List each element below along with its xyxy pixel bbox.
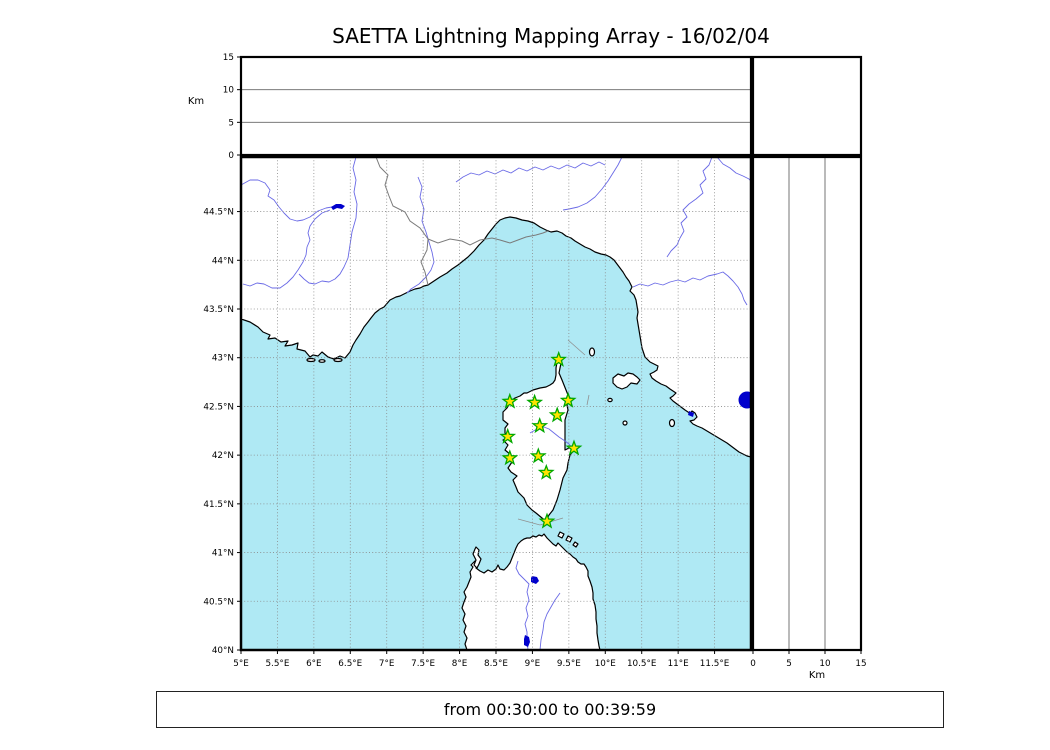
station-marker: [559, 391, 577, 408]
station-marker: [501, 392, 519, 409]
altitude-tick-label: 10: [223, 86, 235, 96]
altitude-tick-label: 5: [786, 659, 792, 669]
river: [666, 157, 713, 258]
lat-tick-label: 43°N: [212, 354, 234, 364]
river: [455, 161, 606, 183]
lon-tick-label: 7.5°E: [411, 659, 435, 669]
altitude-axis-unit-left: Km: [188, 96, 204, 107]
lon-tick-label: 5.5°E: [265, 659, 289, 669]
station-marker: [529, 447, 547, 464]
altitude-tick-label: 0: [228, 151, 234, 161]
maddalena-islands: [557, 531, 579, 548]
lat-tick-label: 43.5°N: [203, 305, 234, 315]
river: [406, 176, 435, 294]
lon-tick-label: 9°E: [525, 659, 541, 669]
lat-tick-label: 42.5°N: [203, 402, 234, 412]
route-line: [517, 517, 564, 526]
border-branch: [427, 230, 549, 246]
station-marker: [501, 449, 519, 466]
elba-island: [612, 372, 641, 390]
river: [716, 157, 751, 182]
station-marker: [531, 416, 549, 434]
river: [298, 157, 358, 285]
station-marker: [538, 512, 556, 529]
page-title: SAETTA Lightning Mapping Array - 16/02/0…: [332, 24, 770, 48]
altitude-tick-label: 15: [855, 659, 866, 669]
lat-tick-label: 42°N: [212, 451, 234, 461]
station-marker: [550, 350, 568, 367]
lon-tick-label: 7°E: [379, 659, 395, 669]
altitude-tick-label: 15: [223, 53, 234, 63]
lon-tick-label: 11.5°E: [700, 659, 730, 669]
river: [242, 209, 331, 289]
lat-tick-label: 44.5°N: [203, 208, 234, 218]
corsica-island: [502, 357, 576, 522]
route-line: [567, 339, 586, 356]
corner-panel-frame: [751, 55, 863, 157]
giglio-island: [668, 418, 676, 428]
station-marker: [499, 427, 517, 444]
route-line: [586, 394, 590, 406]
lon-tick-label: 9.5°E: [557, 659, 581, 669]
altitude-panel-gridlines: [241, 89, 826, 650]
altitude-tick-label: 0: [750, 659, 756, 669]
lat-tick-label: 40°N: [212, 646, 234, 656]
station-marker: [548, 406, 566, 423]
hyeres-island-3: [333, 357, 343, 363]
capraia-island: [588, 347, 596, 357]
lon-tick-label: 11°E: [668, 659, 689, 669]
altitude-tick-label: 10: [819, 659, 831, 669]
time-window-box: from 00:30:00 to 00:39:59: [156, 691, 944, 728]
lat-tick-label: 44°N: [212, 256, 234, 266]
pianosa-island: [607, 397, 613, 403]
lon-tick-label: 6.5°E: [338, 659, 362, 669]
river: [562, 157, 623, 211]
lake-sardinia: [524, 635, 530, 647]
lon-tick-label: 5°E: [233, 659, 249, 669]
montecristo-island: [622, 420, 628, 426]
lat-altitude-panel-frame: [751, 155, 863, 652]
lon-tick-label: 8°E: [452, 659, 468, 669]
mainland-europe-coast: [241, 157, 751, 458]
lat-tick-label: 40.5°N: [203, 597, 234, 607]
altitude-axis-unit-bottom: Km: [809, 670, 825, 681]
river: [632, 271, 748, 306]
river: [515, 560, 530, 650]
lon-tick-label: 10°E: [595, 659, 616, 669]
lma-stations: [499, 350, 583, 529]
lake-orbetello: [688, 411, 694, 417]
lon-altitude-panel-frame: [239, 55, 753, 157]
lat-tick-label: 41°N: [212, 549, 234, 559]
river: [241, 179, 333, 222]
station-marker: [565, 439, 583, 456]
lake-bolsena: [738, 391, 751, 409]
map-panel: [241, 157, 751, 650]
lake-serre-poncon: [331, 204, 345, 210]
river: [539, 592, 561, 650]
station-marker: [537, 463, 555, 480]
sardinia-island: [461, 533, 601, 650]
hyeres-island-1: [306, 357, 316, 363]
france-italy-border: [375, 157, 429, 286]
lon-tick-label: 8.5°E: [484, 659, 508, 669]
axis-labels: 44.5°N 44°N 43.5°N 43°N 42.5°N 42°N 41.5°N 41°N…: [203, 53, 866, 669]
lon-tick-label: 6°E: [306, 659, 322, 669]
time-window-label: from 00:30:00 to 00:39:59: [443, 700, 657, 719]
hyeres-island-2: [318, 359, 326, 363]
lat-tick-label: 41.5°N: [203, 500, 234, 510]
lake-coghinas: [531, 576, 539, 584]
altitude-tick-label: 5: [228, 118, 234, 128]
station-marker: [526, 393, 544, 410]
lon-tick-label: 10.5°E: [627, 659, 657, 669]
